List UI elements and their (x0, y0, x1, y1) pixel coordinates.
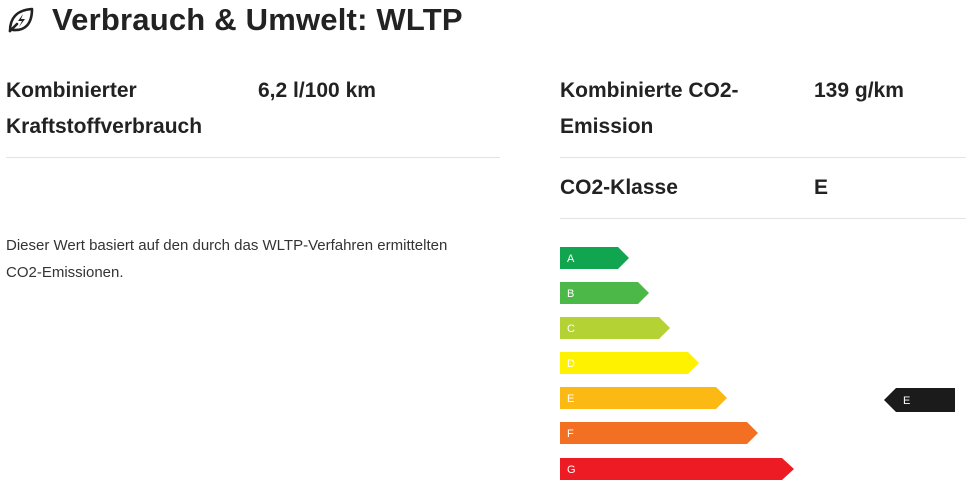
co2-class-value: E (814, 176, 829, 199)
co2-class-label: CO2-Klasse (560, 176, 678, 199)
efficiency-bar-b: B (560, 282, 650, 304)
bar-shape (560, 317, 670, 339)
efficiency-bar-e: E (560, 387, 728, 409)
svg-text:F: F (567, 428, 574, 440)
fuel-consumption-value: 6,2 l/100 km (258, 79, 376, 102)
wltp-note: Dieser Wert basiert auf den durch das WL… (6, 237, 448, 281)
bar-shape (560, 282, 649, 304)
divider (6, 157, 500, 158)
svg-text:C: C (567, 323, 575, 335)
svg-text:D: D (567, 358, 575, 370)
bar-shape (560, 387, 727, 409)
bar-shape (560, 247, 629, 269)
indicator-arrow (884, 388, 955, 412)
indicator-letter: E (903, 395, 910, 407)
bar-shape (560, 352, 699, 374)
page-title: Verbrauch & Umwelt: WLTP (52, 2, 463, 37)
divider (560, 157, 966, 158)
efficiency-bar-g: G (560, 458, 795, 480)
divider (560, 218, 966, 219)
svg-text:E: E (567, 393, 574, 405)
co2-emission-value: 139 g/km (814, 79, 904, 102)
selected-class-indicator: E (884, 388, 956, 417)
efficiency-bar-c: C (560, 317, 671, 339)
svg-text:B: B (567, 288, 574, 300)
co2-emission-label: Kombinierte CO2- Emission (560, 79, 739, 138)
section-header: Verbrauch & Umwelt: WLTP (6, 0, 463, 40)
efficiency-bar-d: D (560, 352, 700, 374)
leaf-lightning-icon (8, 7, 34, 33)
bar-shape (560, 422, 758, 444)
svg-text:G: G (567, 464, 576, 476)
fuel-consumption-label: Kombinierter Kraftstoffverbrauch (6, 79, 203, 138)
efficiency-bar-f: F (560, 422, 759, 444)
efficiency-bar-a: A (560, 247, 630, 269)
svg-text:A: A (567, 253, 575, 265)
bar-shape (560, 458, 794, 480)
